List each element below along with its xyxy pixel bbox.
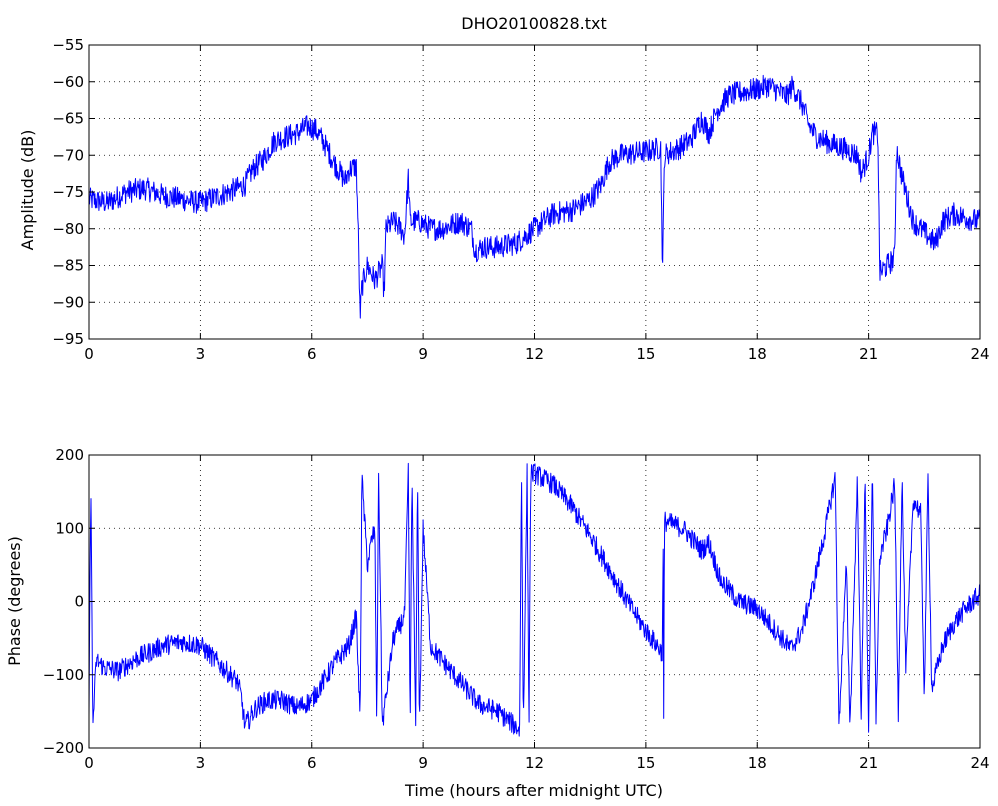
amplitude-y-tick-label: −85 [52, 257, 84, 275]
phase-x-tick-label: 6 [307, 754, 317, 772]
phase-x-tick-label: 24 [970, 754, 989, 772]
amplitude-x-tick-label: 21 [859, 345, 878, 363]
phase-x-tick-label: 3 [196, 754, 206, 772]
phase-y-tick-label: −100 [43, 666, 84, 684]
amplitude-y-tick-label: −65 [52, 110, 84, 128]
phase-x-tick-label: 18 [748, 754, 767, 772]
amplitude-y-tick-label: −90 [52, 293, 84, 311]
amplitude-x-tick-label: 6 [307, 345, 317, 363]
phase-y-tick-label: −200 [43, 739, 84, 757]
amplitude-y-tick-label: −95 [52, 330, 84, 348]
time-x-axis-label: Time (hours after midnight UTC) [404, 781, 663, 800]
amplitude-y-axis-label: Amplitude (dB) [18, 130, 37, 251]
amplitude-panel: 0 3 6 9 12 15 18 21 24 −95 −90 −85 −80 −75 −70 −65 −60 −5… [52, 36, 989, 363]
amplitude-x-tick-label: 3 [196, 345, 206, 363]
phase-x-tick-label: 15 [636, 754, 655, 772]
amplitude-y-tick-label: −55 [52, 36, 84, 54]
amplitude-y-tick-label: −75 [52, 183, 84, 201]
phase-y-tick-label: 0 [74, 593, 84, 611]
phase-series-line [88, 462, 981, 737]
amplitude-x-tick-label: 9 [418, 345, 428, 363]
amplitude-x-tick-label: 18 [748, 345, 767, 363]
amplitude-x-tick-label: 0 [84, 345, 94, 363]
phase-x-tick-label: 12 [525, 754, 544, 772]
phase-x-tick-label: 0 [84, 754, 94, 772]
phase-y-tick-label: 100 [55, 519, 84, 537]
chart-title: DHO20100828.txt [461, 14, 606, 33]
phase-y-tick-label: 200 [55, 446, 84, 464]
phase-x-tick-label: 9 [418, 754, 428, 772]
amplitude-y-tick-label: −80 [52, 220, 84, 238]
phase-x-tick-label: 21 [859, 754, 878, 772]
amplitude-series-line [88, 74, 981, 319]
amplitude-x-tick-label: 15 [636, 345, 655, 363]
amplitude-x-tick-label: 24 [970, 345, 989, 363]
amplitude-x-tick-label: 12 [525, 345, 544, 363]
amplitude-y-tick-label: −70 [52, 146, 84, 164]
amplitude-y-tick-label: −60 [52, 73, 84, 91]
phase-y-axis-label: Phase (degrees) [5, 536, 24, 666]
phase-panel: 0 3 6 9 12 15 18 21 24 −200 −100 0 100 200 [43, 446, 990, 772]
